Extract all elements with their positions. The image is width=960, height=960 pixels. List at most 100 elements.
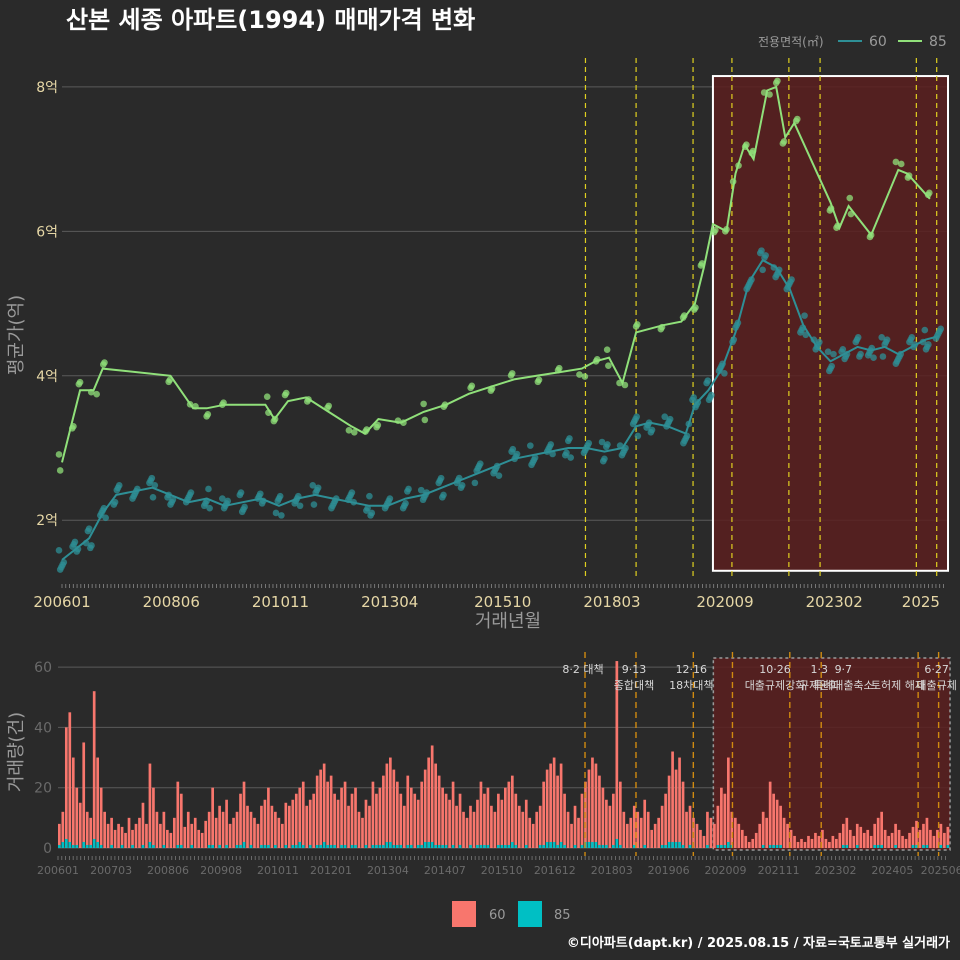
volume-bar-60 bbox=[159, 823, 162, 848]
price-point-85 bbox=[345, 427, 353, 434]
volume-bar-85 bbox=[876, 844, 880, 848]
price-point-60 bbox=[666, 415, 674, 423]
volume-bar-60 bbox=[807, 835, 810, 848]
volume-bar-85 bbox=[152, 844, 155, 848]
price-point-60 bbox=[509, 445, 517, 453]
price-point-85 bbox=[282, 389, 290, 397]
price-point-60 bbox=[169, 496, 177, 504]
volume-bar-85 bbox=[671, 841, 674, 848]
price-point-60 bbox=[937, 325, 945, 333]
volume-bar-60 bbox=[768, 781, 772, 848]
price-point-60 bbox=[495, 472, 503, 479]
volume-bar-85 bbox=[563, 844, 566, 848]
volume-bar-60 bbox=[413, 793, 417, 848]
price-y-tick-label: 4억 bbox=[36, 369, 58, 385]
volume-bar-85 bbox=[382, 844, 385, 848]
price-point-85 bbox=[605, 362, 612, 370]
volume-bar-60 bbox=[298, 787, 302, 848]
volume-bar-85 bbox=[371, 844, 375, 848]
volume-bar-60 bbox=[841, 823, 845, 848]
volume-bar-60 bbox=[810, 838, 814, 848]
volume-bar-60 bbox=[103, 811, 106, 848]
volume-bar-85 bbox=[542, 844, 546, 848]
volume-bar-60 bbox=[800, 838, 803, 848]
volume-bar-60 bbox=[566, 811, 570, 848]
volume-bar-60 bbox=[340, 787, 343, 848]
volume-bar-60 bbox=[437, 775, 441, 848]
volume-bar-60 bbox=[389, 757, 392, 848]
volume-bar-85 bbox=[176, 844, 180, 848]
volume-x-tick-label: 200908 bbox=[200, 864, 242, 877]
volume-bar-85 bbox=[298, 841, 302, 848]
volume-bar-60 bbox=[301, 781, 305, 848]
volume-bar-85 bbox=[479, 844, 483, 848]
volume-bar-60 bbox=[824, 838, 828, 848]
volume-bar-60 bbox=[517, 805, 521, 848]
volume-bar-60 bbox=[228, 823, 232, 848]
volume-bar-60 bbox=[507, 781, 511, 848]
volume-bar-60 bbox=[448, 799, 451, 848]
volume-bar-85 bbox=[545, 841, 549, 848]
volume-bar-60 bbox=[242, 781, 246, 848]
volume-bar-85 bbox=[260, 844, 263, 848]
volume-x-tick-label: 201011 bbox=[257, 864, 299, 877]
volume-bar-85 bbox=[761, 844, 765, 848]
volume-bar-85 bbox=[437, 844, 441, 848]
volume-bar-60 bbox=[430, 745, 434, 848]
volume-bar-85 bbox=[538, 844, 542, 848]
volume-bar-60 bbox=[124, 832, 127, 848]
price-point-85 bbox=[351, 429, 358, 436]
price-point-85 bbox=[712, 226, 719, 234]
volume-bar-60 bbox=[929, 829, 932, 848]
price-point-60 bbox=[828, 362, 835, 370]
volume-bar-85 bbox=[378, 844, 382, 848]
price-point-60 bbox=[386, 495, 394, 502]
volume-bar-60 bbox=[643, 799, 647, 848]
price-point-60 bbox=[824, 348, 832, 356]
volume-bar-85 bbox=[500, 844, 504, 848]
volume-bar-85 bbox=[660, 844, 664, 848]
volume-y-tick-label: 60 bbox=[34, 660, 52, 676]
volume-x-tick-label: 201201 bbox=[310, 864, 352, 877]
price-x-axis-title: 거래년월 bbox=[475, 611, 541, 632]
volume-bar-60 bbox=[120, 826, 124, 848]
volume-bar-85 bbox=[476, 844, 479, 848]
volume-bar-60 bbox=[500, 799, 504, 848]
volume-bar-85 bbox=[430, 841, 434, 848]
volume-bar-60 bbox=[294, 793, 298, 848]
volume-bar-60 bbox=[371, 781, 375, 848]
price-point-60 bbox=[111, 498, 119, 506]
volume-bar-85 bbox=[841, 844, 845, 848]
volume-highlight-region bbox=[712, 657, 951, 851]
volume-bar-60 bbox=[862, 832, 866, 848]
volume-bar-60 bbox=[831, 835, 835, 848]
volume-bar-85 bbox=[768, 844, 772, 848]
volume-bar-85 bbox=[319, 844, 323, 848]
volume-bar-60 bbox=[106, 823, 110, 848]
volume-bar-60 bbox=[61, 811, 65, 848]
volume-bar-60 bbox=[775, 799, 779, 848]
volume-bar-60 bbox=[399, 793, 403, 848]
volume-bar-85 bbox=[406, 844, 410, 848]
volume-bar-60 bbox=[709, 817, 713, 848]
volume-bar-60 bbox=[179, 793, 183, 848]
price-point-60 bbox=[879, 353, 887, 360]
volume-bar-85 bbox=[389, 841, 392, 848]
volume-bar-85 bbox=[99, 844, 103, 848]
policy-annotation: 종합대책 bbox=[614, 679, 654, 692]
volume-bar-60 bbox=[357, 811, 361, 848]
volume-bar-60 bbox=[110, 817, 113, 848]
volume-bar-60 bbox=[172, 817, 176, 848]
volume-bar-60 bbox=[82, 742, 86, 848]
volume-bar-85 bbox=[483, 844, 486, 848]
price-point-60 bbox=[187, 489, 195, 496]
volume-bar-60 bbox=[618, 781, 622, 848]
volume-bar-85 bbox=[510, 841, 514, 848]
price-point-60 bbox=[276, 492, 284, 500]
volume-bar-60 bbox=[545, 769, 549, 848]
volume-bar-60 bbox=[723, 793, 727, 848]
price-chart: 2억 4억 6억 8억 200601 200806 201011 201304 201510 20… bbox=[33, 58, 949, 611]
price-point-60 bbox=[633, 413, 640, 421]
policy-annotation: 12·16 bbox=[676, 663, 708, 676]
volume-bar-60 bbox=[852, 835, 856, 848]
